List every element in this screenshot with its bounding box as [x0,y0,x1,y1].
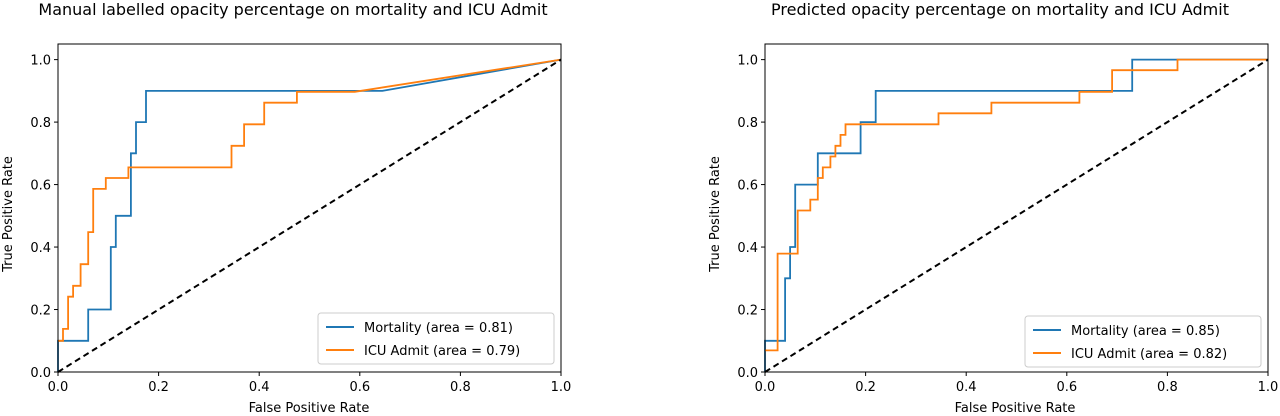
series-line-1 [58,58,562,342]
chart-title: Manual labelled opacity percentage on mo… [38,0,547,19]
y-tick-label: 0.8 [737,116,758,131]
chart-predicted: Predicted opacity percentage on mortalit… [708,0,1278,416]
x-tick-label: 0.6 [1056,380,1077,395]
x-tick-label: 0.4 [249,380,270,395]
plot-frame [57,43,562,373]
x-tick-label: 0.6 [349,380,370,395]
y-tick-label: 0.0 [30,366,51,381]
y-tick-label: 0.0 [737,366,758,381]
y-tick-label: 0.4 [30,241,51,256]
y-tick-label: 0.8 [30,116,51,131]
x-tick-label: 0.2 [855,380,876,395]
x-axis-label: False Positive Rate [955,401,1076,416]
legend-entry: ICU Admit (area = 0.79) [364,344,520,359]
plot-frame [764,43,1269,373]
y-tick-label: 1.0 [737,54,758,69]
x-tick-label: 0.0 [755,380,776,395]
y-tick-label: 0.6 [30,179,51,194]
y-tick-label: 0.2 [30,304,51,319]
x-tick-label: 0.0 [48,380,69,395]
legend-box [317,312,555,365]
y-tick-label: 0.6 [737,179,758,194]
series-line-1 [765,58,1268,352]
legend-entry: Mortality (area = 0.81) [364,321,513,336]
y-tick-label: 0.2 [737,304,758,319]
chart-manual-labelled: Manual labelled opacity percentage on mo… [1,0,571,416]
x-tick-label: 0.8 [1157,380,1178,395]
legend-entry: Mortality (area = 0.85) [1071,324,1220,339]
y-tick-label: 0.4 [737,241,758,256]
x-axis-label: False Positive Rate [249,401,370,416]
legend-entry: ICU Admit (area = 0.82) [1071,347,1227,362]
y-tick-label: 1.0 [30,54,51,69]
series-line-0 [57,58,562,372]
y-axis-label: True Positive Rate [1,156,16,273]
chance-diagonal-line [764,58,1269,373]
chart-title: Predicted opacity percentage on mortalit… [771,0,1229,19]
x-tick-label: 0.4 [956,380,977,395]
x-tick-label: 1.0 [551,380,572,395]
legend-box [1024,315,1262,368]
x-tick-label: 0.2 [148,380,169,395]
x-tick-label: 1.0 [1258,380,1279,395]
chance-diagonal-line [57,58,562,373]
y-axis-label: True Positive Rate [708,156,723,273]
x-tick-label: 0.8 [450,380,471,395]
